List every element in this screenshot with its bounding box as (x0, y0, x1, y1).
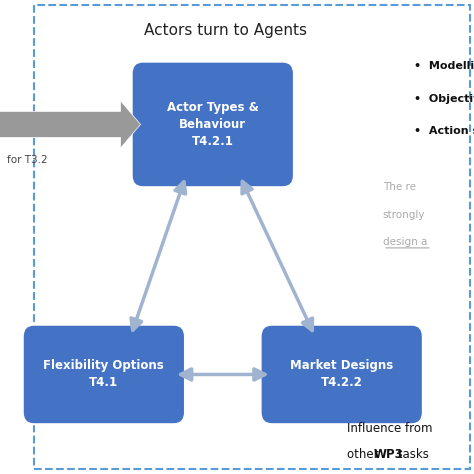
Text: Influence from: Influence from (347, 422, 433, 436)
Text: Actor Types &
Behaviour
T4.2.1: Actor Types & Behaviour T4.2.1 (167, 101, 259, 148)
Text: The re: The re (383, 182, 416, 192)
Text: WP3: WP3 (374, 447, 404, 461)
Text: Market Designs
T4.2.2: Market Designs T4.2.2 (290, 359, 393, 390)
Text: Actors turn to Agents: Actors turn to Agents (144, 23, 307, 38)
FancyBboxPatch shape (132, 62, 294, 187)
Polygon shape (0, 101, 140, 148)
Text: tasks: tasks (394, 447, 429, 461)
Text: •  Action sp: • Action sp (414, 126, 474, 136)
Text: design a: design a (383, 237, 427, 247)
Text: strongly: strongly (383, 210, 425, 220)
FancyBboxPatch shape (23, 325, 185, 424)
FancyBboxPatch shape (261, 325, 423, 424)
Text: •  Modelling: • Modelling (414, 61, 474, 72)
Text: for T3.2: for T3.2 (7, 155, 48, 165)
Text: Flexibility Options
T4.1: Flexibility Options T4.1 (44, 359, 164, 390)
Text: other: other (347, 447, 383, 461)
Text: •  Objective: • Objective (414, 93, 474, 104)
